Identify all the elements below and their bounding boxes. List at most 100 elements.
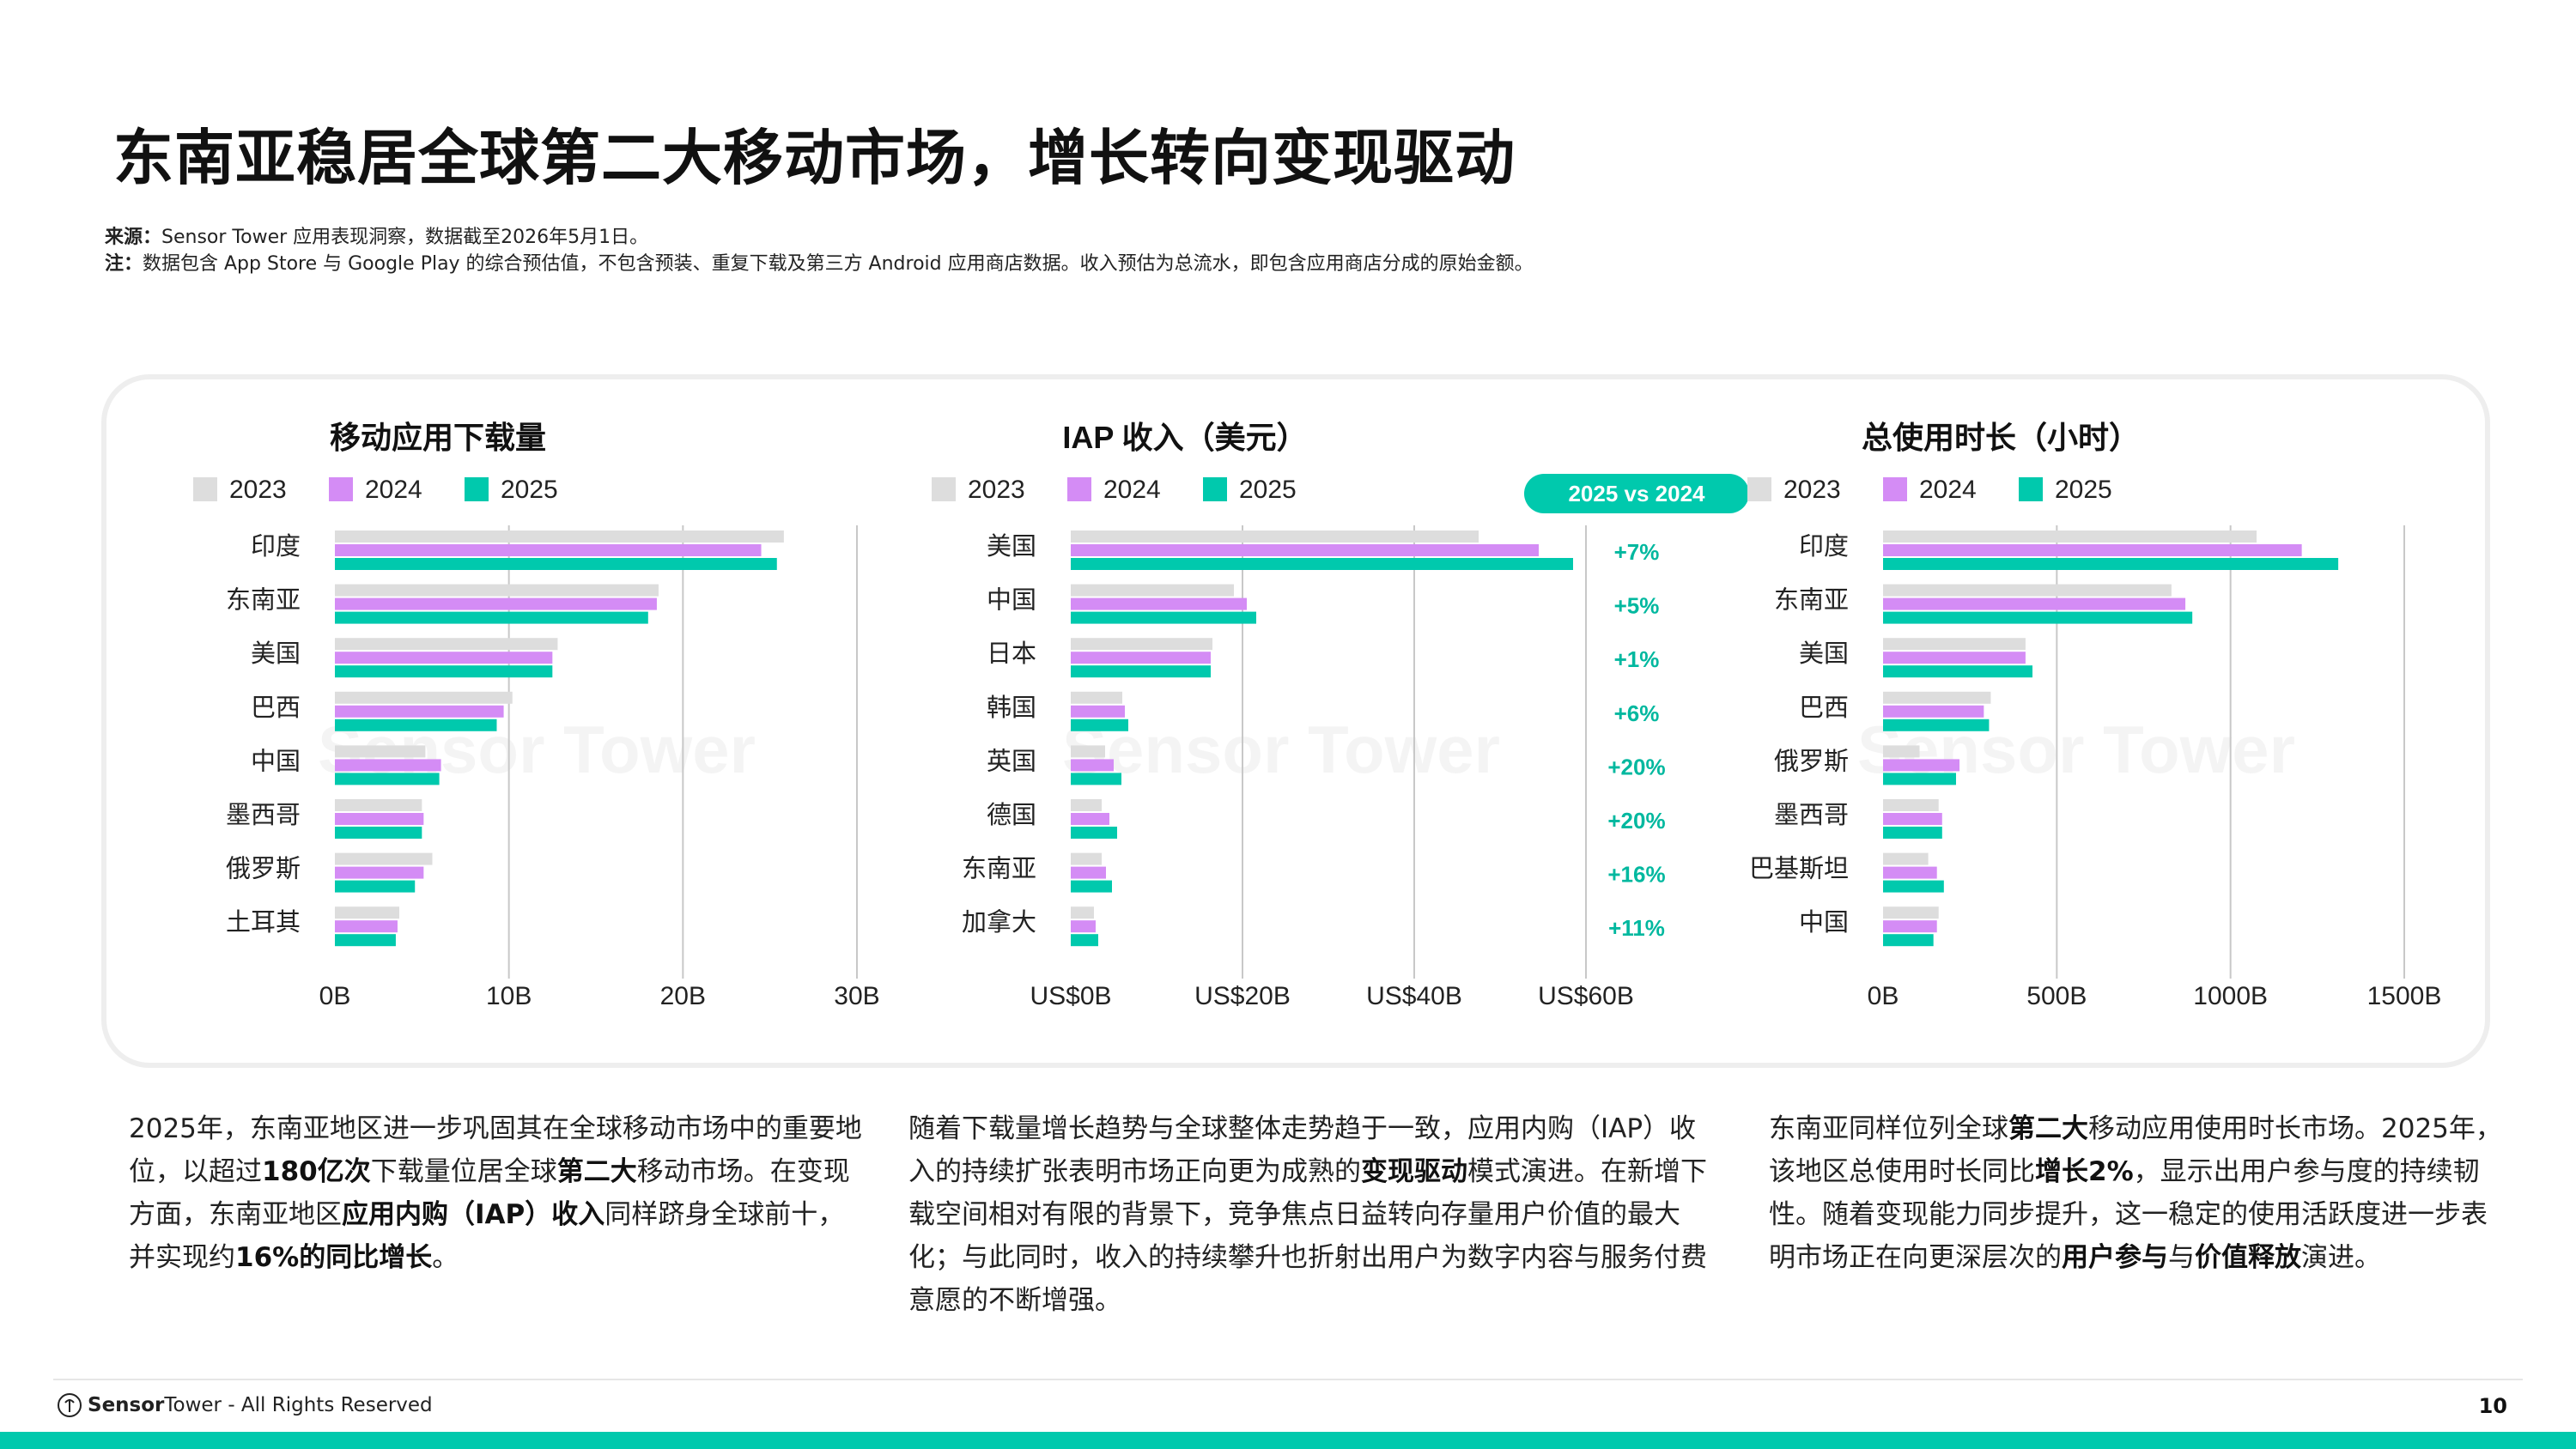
bar-2023 [1883, 584, 2172, 597]
legend-label-2024: 2024 [1103, 476, 1161, 504]
legend-label-2025: 2025 [501, 476, 558, 504]
x-tick-label: 10B [486, 982, 532, 1010]
yoy-value: +20% [1607, 754, 1665, 779]
category-label: 土耳其 [226, 908, 301, 937]
legend-swatch-2023 [193, 477, 217, 501]
bar-2025 [1071, 880, 1112, 893]
legend-label-2023: 2023 [1783, 476, 1841, 504]
chart-title: 总使用时长（小时） [1862, 420, 2140, 455]
legend-swatch-2025 [1203, 477, 1227, 501]
para-bold: 第二大 [2008, 1113, 2088, 1144]
source-label: 来源： [105, 227, 162, 248]
bar-2025 [1883, 665, 2033, 678]
para-bold: 价值释放 [2195, 1242, 2301, 1273]
bar-2024 [1071, 920, 1096, 933]
x-tick-label: US$20B [1194, 982, 1291, 1010]
bar-2025 [335, 827, 422, 839]
bar-2024 [1071, 759, 1114, 772]
bar-2024 [1883, 544, 2302, 556]
category-label: 英国 [987, 747, 1036, 775]
para-text: 模式演进。在新增下载空间相对有限的背景下，竞争焦点日益转向存量用户价值的最大化；… [908, 1156, 1707, 1316]
bar-2025 [1883, 773, 1956, 785]
x-tick-label: US$0B [1030, 982, 1111, 1010]
bar-2024 [335, 652, 553, 664]
bar-2024 [335, 813, 424, 825]
legend-label-2024: 2024 [365, 476, 422, 504]
bar-2025 [335, 934, 396, 947]
bar-2024 [1883, 759, 1960, 772]
bar-2024 [1071, 813, 1109, 825]
legend-swatch-2023 [1747, 477, 1771, 501]
category-label: 加拿大 [962, 908, 1036, 937]
category-label: 巴基斯坦 [1749, 855, 1849, 883]
chart-title: IAP 收入（美元） [1062, 420, 1307, 455]
bar-2024 [1071, 705, 1125, 718]
category-label: 巴西 [1799, 694, 1849, 722]
chart-title: 移动应用下载量 [330, 420, 546, 455]
category-label: 东南亚 [1774, 586, 1849, 615]
charts-card [101, 374, 2490, 1068]
x-tick-label: US$60B [1538, 982, 1634, 1010]
watermark-text: Sensor Tower [1062, 712, 1500, 787]
bar-2025 [335, 880, 416, 893]
bar-2024 [335, 544, 762, 556]
bar-2025 [335, 611, 648, 624]
category-label: 美国 [1799, 640, 1849, 668]
yoy-header-text: 2025 vs 2024 [1568, 481, 1705, 506]
x-tick-label: 20B [660, 982, 706, 1010]
x-tick-label: 0B [319, 982, 351, 1010]
bar-2025 [1071, 611, 1256, 624]
bar-2025 [335, 718, 497, 731]
note-label: 注： [105, 253, 143, 275]
yoy-value: +1% [1614, 646, 1660, 672]
bar-2023 [1883, 799, 1939, 811]
legend-label-2024: 2024 [1919, 476, 1977, 504]
bar-2024 [1883, 597, 2186, 610]
yoy-value: +16% [1607, 862, 1665, 888]
bar-2023 [335, 745, 426, 758]
bar-2023 [1071, 691, 1122, 704]
bar-2023 [335, 799, 422, 811]
bar-2025 [1883, 611, 2193, 624]
source-note: 来源：Sensor Tower 应用表现洞察，数据截至2026年5月1日。 [105, 221, 648, 249]
legend-label-2023: 2023 [229, 476, 287, 504]
category-label: 中国 [251, 747, 301, 775]
category-label: 墨西哥 [1774, 802, 1849, 829]
bar-2023 [335, 638, 558, 651]
category-label: 俄罗斯 [226, 855, 301, 883]
paragraph-downloads: 2025年，东南亚地区进一步巩固其在全球移动市场中的重要地位，以超过180亿次下… [129, 1107, 867, 1279]
x-tick-label: 500B [2026, 982, 2087, 1010]
yoy-value: +11% [1608, 915, 1665, 941]
bar-2023 [1071, 530, 1479, 543]
para-text: 演进。 [2301, 1242, 2381, 1273]
bar-2025 [1071, 773, 1121, 785]
bar-2024 [1883, 866, 1937, 879]
para-text: 移动市场。在变现方面，东南亚地区 [129, 1156, 850, 1230]
category-label: 美国 [987, 532, 1036, 561]
para-text: 与 [2168, 1242, 2195, 1273]
bar-2023 [1883, 906, 1939, 919]
category-label: 俄罗斯 [1774, 747, 1849, 775]
para-bold: 16%的同比增长 [235, 1242, 433, 1273]
note-text: 数据包含 App Store 与 Google Play 的综合预估值，不包含预… [143, 253, 1534, 275]
legend-swatch-2025 [465, 477, 489, 501]
page-title: 东南亚稳居全球第二大移动市场，增长转向变现驱动 [113, 123, 1516, 193]
bar-2024 [335, 705, 504, 718]
sensor-tower-logo-icon [58, 1393, 82, 1417]
bar-2024 [335, 920, 398, 933]
para-bold: 180亿次 [262, 1156, 371, 1187]
bar-2025 [1883, 880, 1944, 893]
bar-2024 [335, 759, 441, 772]
yoy-value: +20% [1607, 808, 1665, 834]
para-text: 下载量位居全球 [370, 1156, 557, 1187]
bar-2025 [1883, 827, 1942, 839]
legend-swatch-2025 [2019, 477, 2043, 501]
bar-2025 [1071, 558, 1573, 570]
bottom-accent-bar [0, 1432, 2576, 1449]
bar-2024 [335, 597, 657, 610]
category-label: 日本 [987, 640, 1036, 668]
category-label: 中国 [987, 586, 1036, 615]
category-label: 东南亚 [962, 855, 1036, 883]
